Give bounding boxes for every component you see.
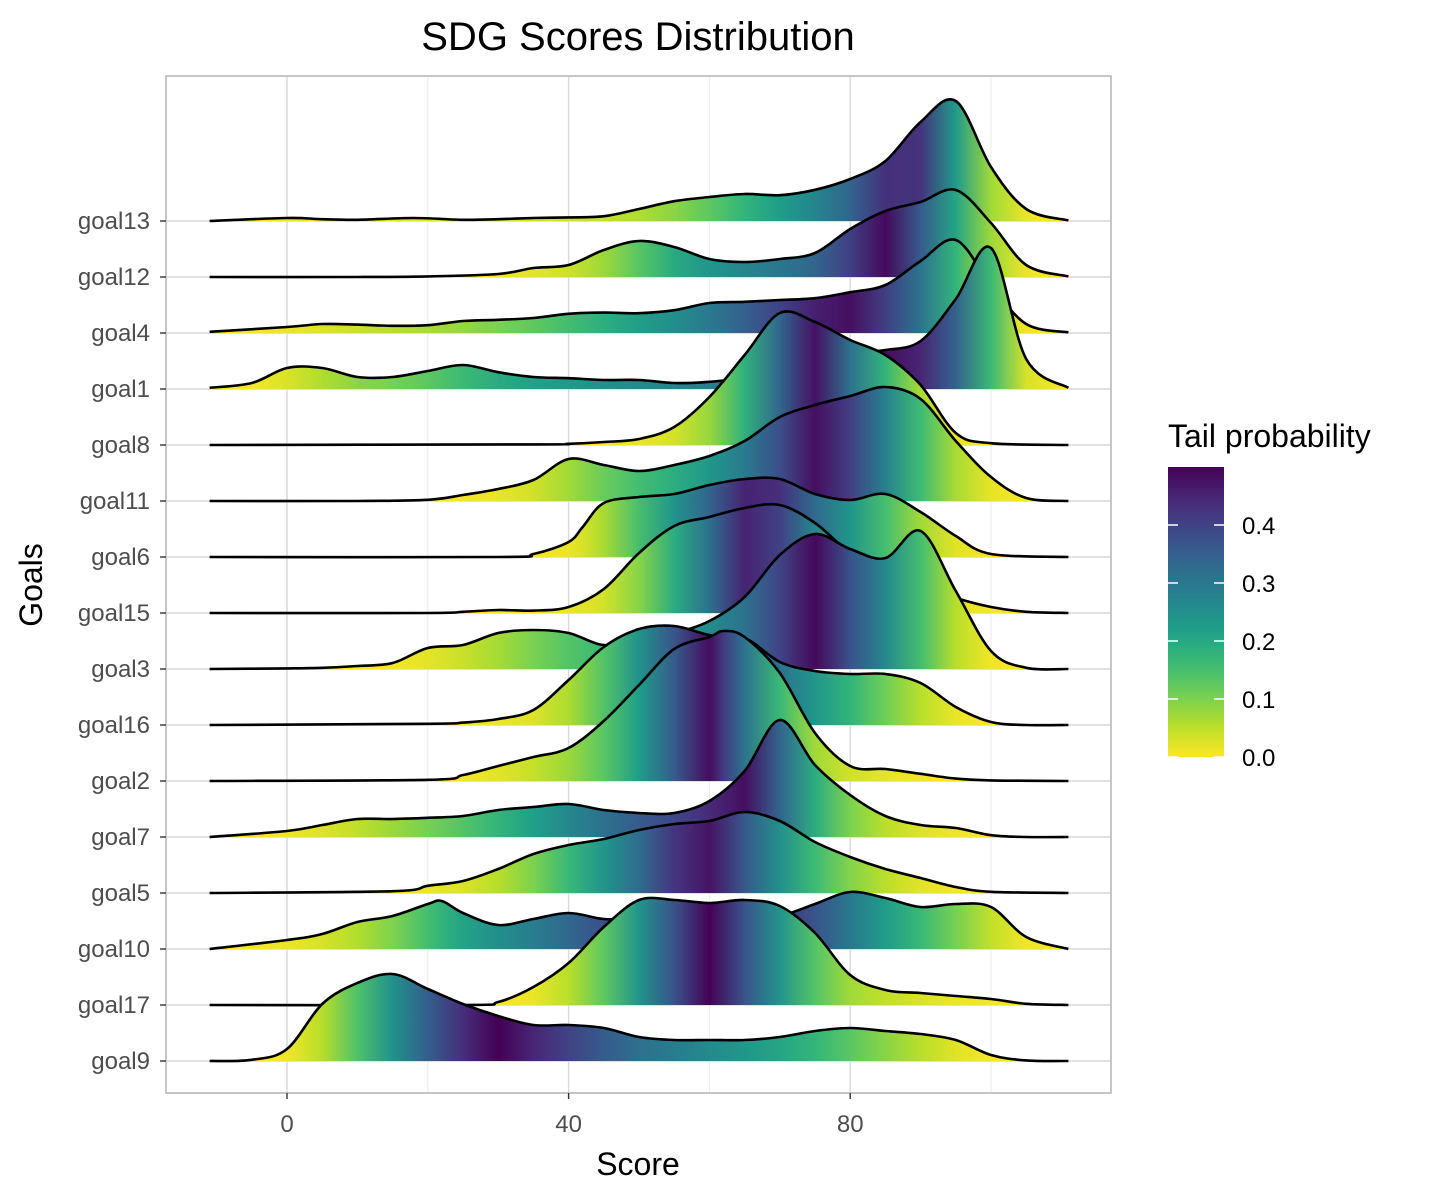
- ridge-fill-goal7: [209, 719, 1069, 838]
- y-tick-label-goal13: goal13: [78, 208, 150, 235]
- y-tick-label-goal17: goal17: [78, 992, 150, 1019]
- y-tick-label-goal10: goal10: [78, 936, 150, 963]
- ridge-goal6: [209, 476, 1069, 559]
- chart-title: SDG Scores Distribution: [421, 15, 854, 59]
- legend-tick-label: 0.2: [1242, 629, 1275, 656]
- ridge-fill-goal9: [209, 973, 1069, 1062]
- y-tick-label-goal15: goal15: [78, 600, 150, 627]
- ridge-goal7: [209, 718, 1069, 839]
- legend-tick-label: 0.3: [1242, 571, 1275, 598]
- x-tick-label: 0: [280, 1111, 293, 1138]
- ridge-line-goal13: [209, 98, 1069, 223]
- x-tick-label: 80: [837, 1111, 864, 1138]
- ridge-line-goal12: [209, 188, 1069, 279]
- ridge-line-goal16: [209, 624, 1069, 727]
- ridge-fill-goal6: [209, 477, 1069, 558]
- ridge-goal13: [209, 98, 1069, 223]
- ridge-fill-goal5: [209, 812, 1069, 893]
- y-tick-label-goal5: goal5: [91, 880, 150, 907]
- y-tick-label-goal9: goal9: [91, 1048, 150, 1075]
- legend-tick-label: 0.1: [1242, 687, 1275, 714]
- y-tick-label-goal6: goal6: [91, 544, 150, 571]
- legend-tick-label: 0.4: [1242, 513, 1275, 540]
- y-tick-label-goal12: goal12: [78, 264, 150, 291]
- ridge-goal12: [209, 188, 1069, 279]
- ridge-goal5: [209, 810, 1069, 895]
- ridge-line-goal5: [209, 810, 1069, 895]
- ridge-line-goal17: [209, 896, 1069, 1007]
- ridge-goal17: [209, 896, 1069, 1007]
- legend-colorbar: [1168, 467, 1224, 757]
- ridge-fill-goal4: [209, 239, 1069, 333]
- ridge-line-goal4: [209, 238, 1069, 334]
- y-tick-label-goal3: goal3: [91, 656, 150, 683]
- x-tick-label: 40: [555, 1111, 582, 1138]
- legend-tick-label: 0.0: [1242, 745, 1275, 772]
- ridge-fill-goal2: [209, 630, 1069, 781]
- legend: Tail probability 0.0 0.1 0.2 0.3 0.4: [1168, 418, 1371, 772]
- y-axis-title: Goals: [13, 543, 49, 627]
- ridge-line-goal9: [209, 972, 1069, 1063]
- ridge-line-goal7: [209, 718, 1069, 839]
- ridge-goal9: [209, 972, 1069, 1063]
- ridge-goal4: [209, 238, 1069, 334]
- ridge-fill-goal12: [209, 189, 1069, 278]
- y-tick-label-goal7: goal7: [91, 824, 150, 851]
- ridge-goal11: [209, 385, 1069, 503]
- ridge-line-goal1: [209, 245, 1070, 390]
- x-tick-labels: 0 40 80: [280, 1093, 864, 1138]
- legend-title: Tail probability: [1168, 418, 1371, 454]
- y-tick-label-goal8: goal8: [91, 432, 150, 459]
- ridge-fill-goal16: [209, 625, 1069, 726]
- y-tick-label-goal4: goal4: [91, 320, 150, 347]
- ridge-line-goal11: [209, 385, 1069, 503]
- y-tick-label-goal2: goal2: [91, 768, 150, 795]
- y-tick-label-goal1: goal1: [91, 376, 150, 403]
- ridge-fill-goal13: [209, 99, 1069, 221]
- y-tick-label-goal11: goal11: [80, 488, 150, 515]
- ridge-line-goal6: [209, 476, 1069, 559]
- ridges: [209, 98, 1070, 1063]
- plot-panel: [165, 75, 1112, 1094]
- legend-ticks: 0.0 0.1 0.2 0.3 0.4: [1168, 513, 1275, 772]
- ridge-goal2: [209, 629, 1069, 783]
- y-tick-labels: goal9 goal17 goal10 goal5 goal7 goal2 goal16 go…: [78, 208, 166, 1075]
- x-axis-title: Score: [596, 1146, 680, 1182]
- ridge-fill-goal3: [209, 530, 1069, 670]
- ridge-fill-goal11: [209, 386, 1069, 502]
- ridge-goal16: [209, 624, 1069, 727]
- ridge-line-goal8: [209, 310, 1069, 447]
- ridge-line-goal2: [209, 629, 1069, 783]
- y-tick-label-goal16: goal16: [78, 712, 150, 739]
